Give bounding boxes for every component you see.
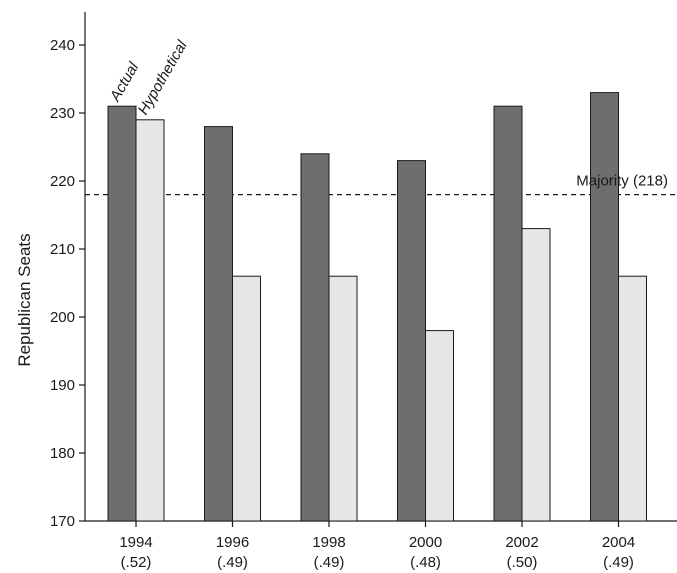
- y-tick-label-180: 180: [50, 445, 75, 462]
- bar-actual-1994: [107, 105, 137, 522]
- x-tick-label-1998: 1998: [312, 534, 345, 551]
- x-sublabel-2004: (.49): [603, 554, 634, 571]
- y-tick-label-230: 230: [50, 105, 75, 122]
- bar-hypothetical-1994: [135, 119, 165, 522]
- x-sublabel-1996: (.49): [217, 554, 248, 571]
- axes: 170 180 190 200 210 220 230 240: [50, 12, 677, 530]
- bar-actual-1996: [204, 126, 233, 522]
- x-tick-label-2002: 2002: [505, 534, 538, 551]
- bar-hypothetical-2002: [521, 228, 551, 522]
- majority-label: Majority (218): [576, 173, 668, 190]
- y-tick-label-210: 210: [50, 241, 75, 258]
- bars: [107, 92, 647, 522]
- annotation-actual: Actual: [106, 59, 142, 105]
- y-axis-title: Republican Seats: [15, 233, 34, 366]
- y-tick-label-240: 240: [50, 37, 75, 54]
- y-tick-label-170: 170: [50, 513, 75, 530]
- x-sublabel-1994: (.52): [121, 554, 152, 571]
- x-tick-label-2004: 2004: [602, 534, 635, 551]
- bar-actual-2000: [397, 160, 426, 522]
- bar-hypothetical-1998: [328, 275, 358, 522]
- x-tick-label-1996: 1996: [216, 534, 249, 551]
- bar-hypothetical-2000: [425, 330, 454, 522]
- y-tick-label-190: 190: [50, 377, 75, 394]
- bar-actual-1998: [300, 153, 330, 522]
- y-tick-label-220: 220: [50, 173, 75, 190]
- annotation-hypothetical: Hypothetical: [135, 37, 191, 118]
- x-sublabel-1998: (.49): [314, 554, 345, 571]
- bar-actual-2004: [590, 92, 619, 522]
- bar-hypothetical-1996: [232, 275, 261, 522]
- y-tick-label-200: 200: [50, 309, 75, 326]
- x-sublabel-2002: (.50): [507, 554, 538, 571]
- bar-hypothetical-2004: [618, 275, 647, 522]
- labels: 1994 (.52) 1996 (.49) 1998 (.49) 2000 (.48) 2002…: [106, 37, 668, 571]
- x-tick-label-1994: 1994: [119, 534, 152, 551]
- x-tick-label-2000: 2000: [409, 534, 442, 551]
- x-sublabel-2000: (.48): [410, 554, 441, 571]
- bar-actual-2002: [493, 105, 523, 522]
